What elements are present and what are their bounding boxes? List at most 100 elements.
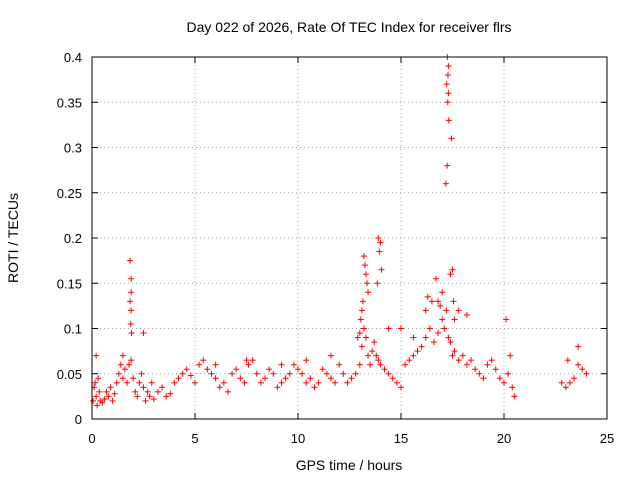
data-point [290,361,297,368]
data-point [468,357,475,364]
data-point [583,370,590,377]
data-point [356,330,363,337]
data-point [136,379,143,386]
data-point [212,361,219,368]
data-point [127,257,134,264]
data-point [410,334,417,341]
data-point [447,339,454,346]
data-point [354,334,361,341]
data-point [113,379,120,386]
data-point [127,298,134,305]
grid [92,57,607,419]
data-point [398,325,404,332]
data-point [119,352,126,359]
data-point [357,316,364,323]
data-point [262,375,269,382]
data-point [352,370,359,377]
data-point [336,361,343,368]
data-point [315,379,322,386]
data-point [444,162,451,169]
data-point [376,248,383,255]
y-tick-label: 0.4 [64,50,82,65]
data-point [455,357,462,364]
data-point [175,375,182,382]
data-point [95,375,102,382]
data-point [365,289,372,296]
x-tick-label: 20 [497,431,511,446]
y-tick-label: 0.15 [57,276,82,291]
data-point [216,384,223,391]
data-point [442,180,449,187]
data-point [449,266,456,273]
x-tick-labels: 0 5 10 15 20 25 [88,431,614,446]
data-point [360,325,367,332]
data-point [472,366,479,373]
data-point [92,379,99,386]
data-point [159,384,166,391]
data-point [212,375,219,382]
data-point [286,370,293,377]
x-axis-label: GPS time / hours [296,457,403,473]
data-point [187,372,194,379]
data-point [179,370,186,377]
data-point [121,366,128,373]
data-point [128,357,135,364]
data-point [295,366,301,373]
data-point [299,370,306,377]
x-tick-label: 5 [191,431,198,446]
data-point [274,384,281,391]
data-point [119,375,126,382]
data-point [282,375,289,382]
data-point [445,90,452,97]
data-point [146,393,153,400]
data-point [311,384,318,391]
data-point [406,357,413,364]
data-point [344,379,351,386]
plot-frame [91,56,608,420]
data-point [140,330,147,337]
data-point [480,375,487,382]
data-point [356,361,363,368]
data-point [414,348,421,355]
data-point [105,393,112,400]
data-point [327,352,334,359]
data-point [163,393,170,400]
data-point [385,370,392,377]
data-point [148,379,155,386]
data-point [93,393,100,400]
data-point [358,307,365,314]
data-point [358,343,365,350]
data-point [443,81,450,88]
data-point [241,379,248,386]
data-point [237,375,244,382]
data-point [128,289,135,296]
data-point [200,357,207,364]
data-point [243,357,250,364]
data-point [142,397,149,404]
data-point [253,370,260,377]
data-point [220,379,227,386]
data-point [140,384,147,391]
data-point [103,388,110,395]
data-point [117,361,124,368]
data-point [398,384,404,391]
data-point [183,366,190,373]
data-point [459,352,466,359]
data-point [93,352,100,359]
data-point [558,379,565,386]
data-point [373,352,380,359]
data-point [127,320,134,327]
data-point [378,266,385,273]
data-point [332,379,339,386]
data-point [433,275,440,282]
data-point [192,379,198,386]
data-point [377,361,384,368]
data-point [144,388,151,395]
data-point [130,375,137,382]
data-point [167,390,174,397]
data-point [566,379,573,386]
data-point [249,357,256,364]
data-point [575,343,582,350]
data-point [107,384,114,391]
data-point [224,388,231,395]
